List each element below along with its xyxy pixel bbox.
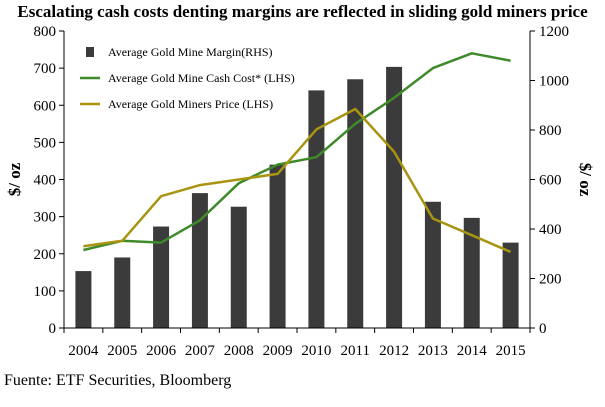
margin-bar [114, 257, 131, 328]
x-tick-label: 2008 [224, 343, 254, 359]
x-tick-label: 2004 [68, 343, 99, 359]
y-axis-label-left: $/ oz [5, 162, 24, 196]
left-tick-label: 800 [34, 24, 57, 40]
left-tick-label: 500 [34, 135, 57, 151]
legend-label: Average Gold Mine Margin(RHS) [108, 45, 273, 59]
y-axis-label-right: $/ oz [576, 163, 595, 197]
legend-label: Average Gold Miners Price (LHS) [108, 97, 273, 111]
left-tick-label: 300 [34, 210, 57, 226]
margin-bar [463, 217, 480, 328]
right-axis: 0 200 400 600 800 1000 1200 [529, 24, 569, 337]
x-tick-label: 2006 [146, 343, 177, 359]
line-series [83, 52, 512, 254]
legend-swatch-bar [86, 47, 94, 57]
margin-bar [153, 226, 170, 328]
margin-bar [191, 193, 208, 328]
right-tick-label: 400 [539, 222, 562, 238]
x-tick-label: 2012 [379, 343, 409, 359]
right-tick-label: 200 [539, 272, 562, 288]
left-tick-label: 600 [34, 98, 57, 114]
margin-bar [386, 66, 403, 328]
x-tick-label: 2009 [263, 343, 293, 359]
right-tick-label: 1000 [539, 74, 569, 90]
x-axis: 2004 2005 2006 2007 2008 2009 2010 2011 2012 2013… [63, 327, 531, 359]
right-tick-label: 1200 [539, 24, 569, 40]
x-tick-label: 2010 [301, 343, 331, 359]
legend: Average Gold Mine Margin(RHS) Average Gol… [80, 45, 295, 111]
left-axis: 0 100 200 300 400 500 600 700 800 [34, 24, 65, 337]
left-tick-label: 700 [34, 61, 57, 77]
series-line [83, 52, 511, 252]
left-tick-label: 0 [49, 321, 57, 337]
margin-bar [424, 201, 441, 328]
margin-bar [269, 164, 286, 328]
x-tick-label: 2013 [418, 343, 448, 359]
x-tick-label: 2011 [341, 343, 370, 359]
legend-label: Average Gold Mine Cash Cost* (LHS) [108, 71, 295, 85]
x-tick-label: 2015 [496, 343, 526, 359]
margin-bar [308, 90, 325, 329]
right-tick-label: 0 [539, 321, 547, 337]
source-note: Fuente: ETF Securities, Bloomberg [4, 372, 232, 389]
series-line [83, 107, 512, 254]
bar-series [75, 66, 519, 329]
x-tick-label: 2007 [185, 343, 216, 359]
chart-title: Escalating cash costs denting margins ar… [17, 2, 588, 21]
right-tick-label: 600 [539, 173, 562, 189]
x-tick-label: 2005 [107, 343, 137, 359]
right-tick-label: 800 [539, 123, 562, 139]
margin-bar [347, 79, 364, 328]
left-tick-label: 100 [34, 284, 57, 300]
margin-bar [75, 271, 92, 328]
x-tick-label: 2014 [457, 343, 488, 359]
left-tick-label: 400 [34, 173, 57, 189]
left-tick-label: 200 [34, 247, 57, 263]
margin-bar [502, 242, 519, 328]
margin-bar [230, 206, 247, 328]
